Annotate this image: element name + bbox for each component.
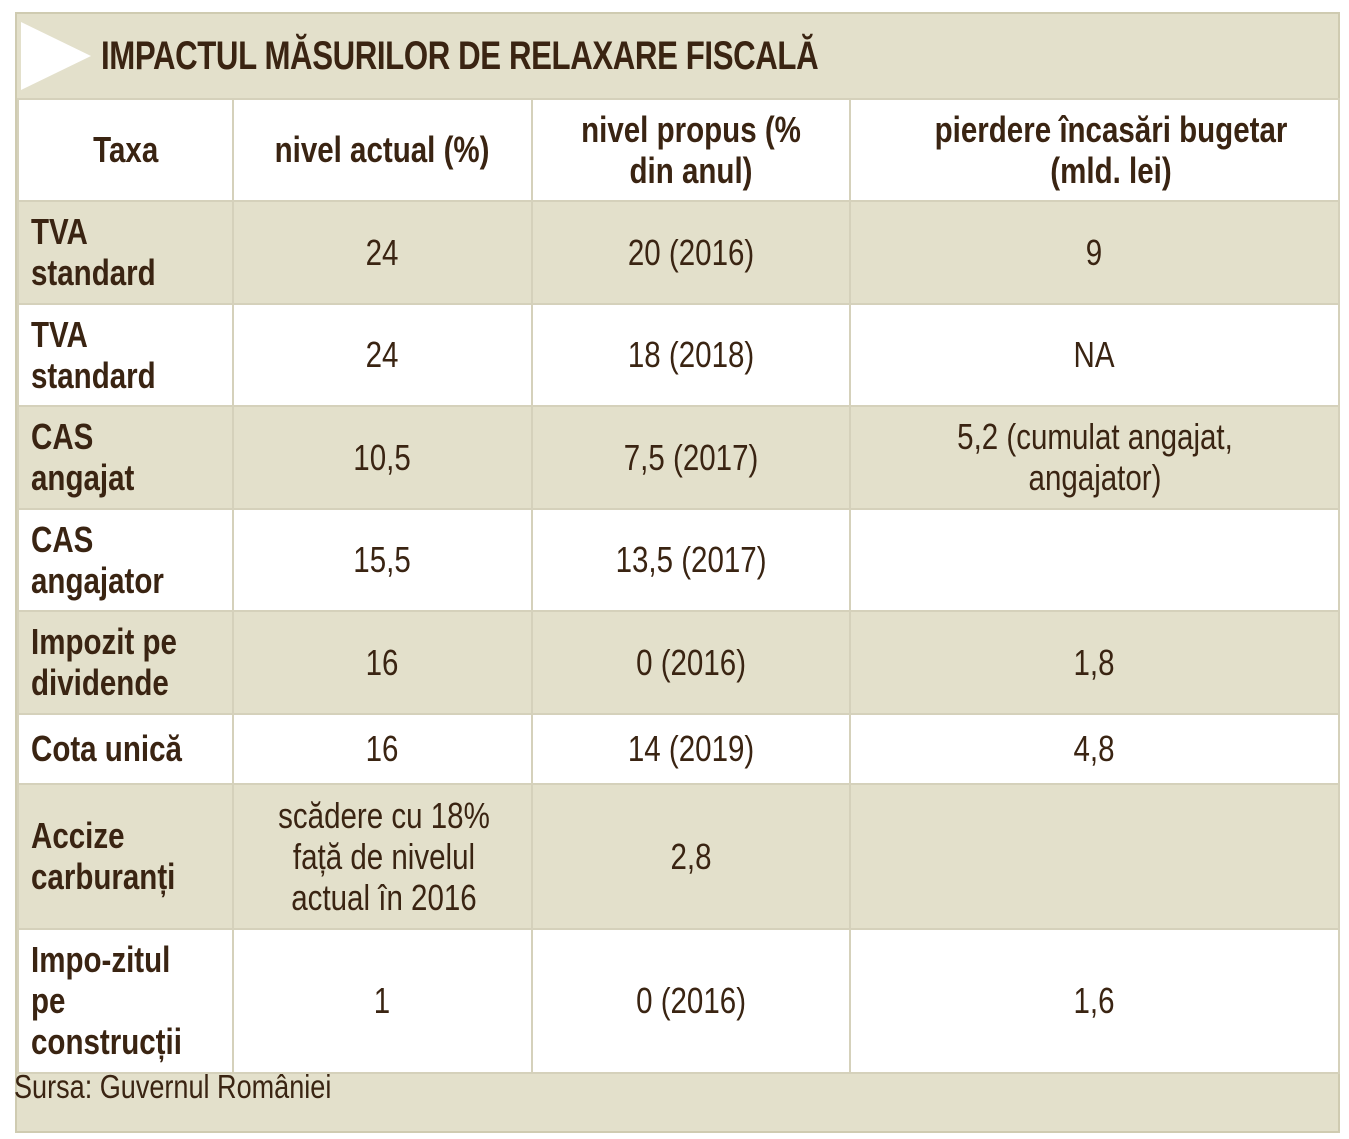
cell-nivel-propus: 18 (2018) — [531, 303, 851, 407]
cell-nivel-propus: 0 (2016) — [531, 928, 851, 1074]
table-row: Accize carburanți scădere cu 18% față de… — [17, 783, 1340, 930]
cell-pierdere: 1,8 — [849, 610, 1340, 715]
table-row: TVA standard 24 20 (2016) 9 — [17, 200, 1340, 305]
cell-nivel-propus: 7,5 (2017) — [531, 405, 851, 510]
cell-taxa: TVA standard — [17, 303, 234, 407]
column-header-nivel-propus: nivel propus (% din anul) — [531, 98, 851, 202]
cell-taxa: CAS angajat — [17, 405, 234, 510]
cell-pierdere: 1,6 — [849, 928, 1340, 1074]
source-note: Sursa: Guvernul României — [14, 1068, 332, 1105]
arrow-icon — [21, 22, 91, 90]
column-header-nivel-actual: nivel actual (%) — [232, 98, 533, 202]
table-row: CAS angajat 10,5 7,5 (2017) 5,2 (cumulat… — [17, 405, 1340, 510]
cell-pierdere — [849, 508, 1340, 612]
table-row: Impozit pe dividende 16 0 (2016) 1,8 — [17, 610, 1340, 715]
cell-taxa: Impo-zitul pe construcții — [17, 928, 234, 1074]
infobox: IMPACTUL MĂSURILOR DE RELAXARE FISCALĂ T… — [15, 12, 1340, 1133]
cell-nivel-actual: 1 — [232, 928, 533, 1074]
cell-nivel-actual: 16 — [232, 713, 533, 785]
page-title: IMPACTUL MĂSURILOR DE RELAXARE FISCALĂ — [101, 34, 819, 78]
cell-pierdere: 9 — [849, 200, 1340, 305]
cell-nivel-propus: 13,5 (2017) — [531, 508, 851, 612]
cell-pierdere: 5,2 (cumulat angajat, angajator) — [849, 405, 1340, 510]
table-header-row: Taxa nivel actual (%) nivel propus (% di… — [17, 98, 1340, 202]
cell-nivel-actual: 10,5 — [232, 405, 533, 510]
cell-taxa: TVA standard — [17, 200, 234, 305]
cell-nivel-propus: 14 (2019) — [531, 713, 851, 785]
column-header-taxa: Taxa — [17, 98, 234, 202]
cell-taxa: CAS angajator — [17, 508, 234, 612]
column-header-pierdere: pierdere încasări bugetar (mld. lei) — [849, 98, 1340, 202]
cell-nivel-actual: 15,5 — [232, 508, 533, 612]
cell-nivel-propus: 20 (2016) — [531, 200, 851, 305]
cell-pierdere: NA — [849, 303, 1340, 407]
cell-pierdere: 4,8 — [849, 713, 1340, 785]
table-row: Cota unică 16 14 (2019) 4,8 — [17, 713, 1340, 785]
table-row: Impo-zitul pe construcții 1 0 (2016) 1,6 — [17, 928, 1340, 1074]
cell-taxa: Accize carburanți — [17, 783, 234, 930]
cell-taxa: Cota unică — [17, 713, 234, 785]
cell-nivel-actual: 16 — [232, 610, 533, 715]
cell-nivel-propus: 0 (2016) — [531, 610, 851, 715]
cell-nivel-actual: scădere cu 18% față de nivelul actual în… — [232, 783, 533, 930]
cell-nivel-propus: 2,8 — [531, 783, 851, 930]
cell-taxa: Impozit pe dividende — [17, 610, 234, 715]
cell-nivel-actual: 24 — [232, 200, 533, 305]
table-row: TVA standard 24 18 (2018) NA — [17, 303, 1340, 407]
title-bar: IMPACTUL MĂSURILOR DE RELAXARE FISCALĂ — [17, 14, 1338, 98]
cell-pierdere — [849, 783, 1340, 930]
tax-table: Taxa nivel actual (%) nivel propus (% di… — [17, 98, 1340, 1074]
table-row: CAS angajator 15,5 13,5 (2017) — [17, 508, 1340, 612]
cell-nivel-actual: 24 — [232, 303, 533, 407]
